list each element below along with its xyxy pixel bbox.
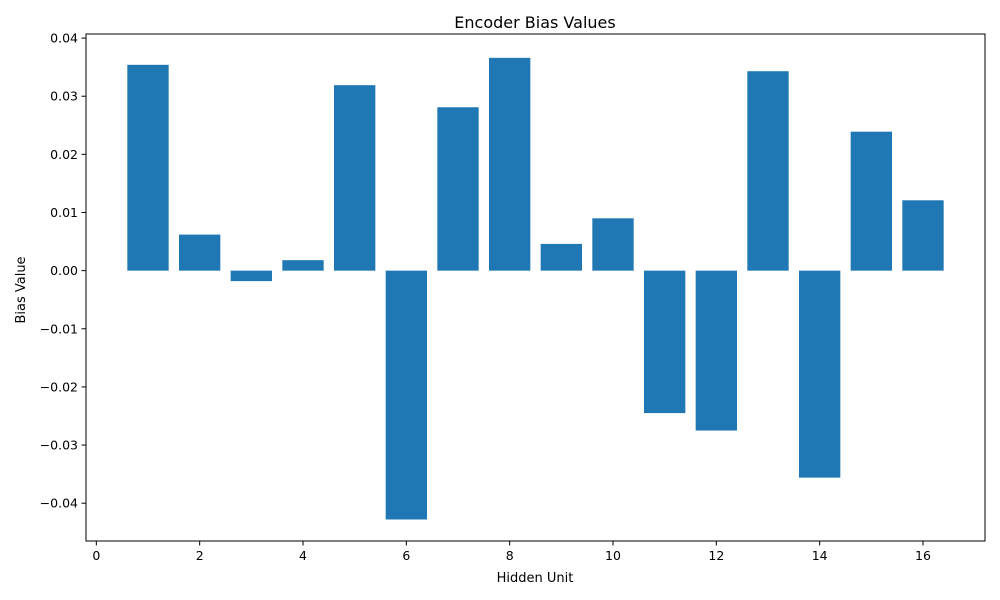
x-tick-label: 2 xyxy=(196,548,204,563)
y-tick-label: 0.04 xyxy=(50,31,78,46)
x-tick-label: 4 xyxy=(299,548,307,563)
x-axis-label: Hidden Unit xyxy=(497,571,574,586)
y-tick-label: −0.03 xyxy=(40,438,78,453)
bars-layer xyxy=(127,57,944,520)
x-tick-label: 14 xyxy=(812,548,828,563)
bar-unit-3 xyxy=(230,270,272,282)
bar-unit-2 xyxy=(179,234,221,271)
bar-unit-16 xyxy=(902,200,944,271)
bar-unit-11 xyxy=(644,270,686,414)
bar-unit-1 xyxy=(127,64,169,271)
y-tick-label: 0.02 xyxy=(50,147,78,162)
y-tick-label: −0.02 xyxy=(40,379,78,394)
chart-title: Encoder Bias Values xyxy=(454,13,615,32)
bar-unit-10 xyxy=(592,218,634,271)
x-tick-label: 8 xyxy=(506,548,514,563)
y-tick-label: −0.04 xyxy=(40,496,78,511)
y-axis-label: Bias Value xyxy=(14,256,29,323)
bar-unit-12 xyxy=(695,270,737,431)
bar-unit-6 xyxy=(385,270,427,520)
y-tick-label: 0.01 xyxy=(50,205,78,220)
bar-unit-4 xyxy=(282,260,324,271)
plot-frame xyxy=(85,33,986,542)
x-tick-label: 16 xyxy=(915,548,931,563)
x-tick-label: 12 xyxy=(708,548,724,563)
x-tick-label: 10 xyxy=(605,548,621,563)
x-tick-label: 0 xyxy=(92,548,100,563)
y-tick-label: 0.00 xyxy=(50,263,78,278)
bar-unit-13 xyxy=(747,71,789,271)
y-tick-label: 0.03 xyxy=(50,89,78,104)
bar-unit-15 xyxy=(850,131,892,271)
bar-unit-9 xyxy=(540,243,582,271)
y-tick-label: −0.01 xyxy=(40,321,78,336)
bar-unit-8 xyxy=(489,57,531,271)
ticks-layer: 0 2 4 6 8 10 12 14 16 −0.04 −0.03 −0.02 −0.01 0.00 0.0… xyxy=(40,31,931,563)
x-tick-label: 6 xyxy=(402,548,410,563)
axes-layer xyxy=(85,33,986,542)
bar-unit-14 xyxy=(799,270,841,478)
bar-unit-7 xyxy=(437,107,479,271)
bar-unit-5 xyxy=(334,85,376,271)
